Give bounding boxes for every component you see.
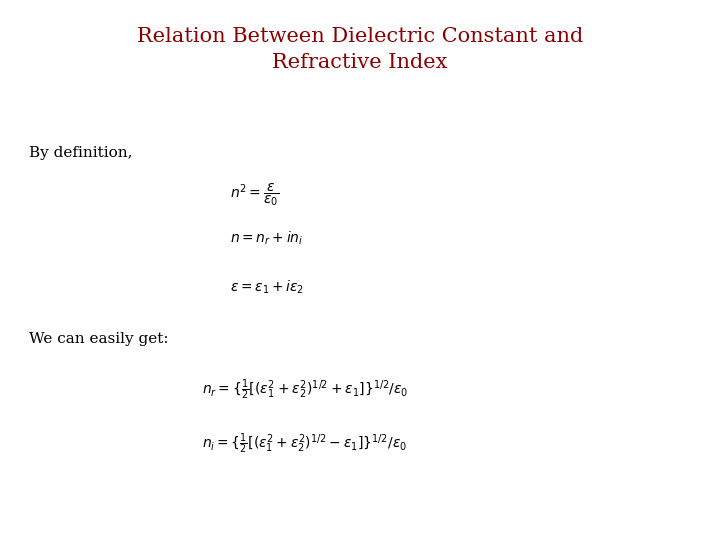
Text: $n = n_r + in_i$: $n = n_r + in_i$ xyxy=(230,230,304,247)
Text: $n_i = \{\frac{1}{2}[(\varepsilon_1^{2} + \varepsilon_2^{2})^{1/2} - \varepsilon: $n_i = \{\frac{1}{2}[(\varepsilon_1^{2} … xyxy=(202,432,407,456)
Text: $n_r = \{\frac{1}{2}[(\varepsilon_1^{2} + \varepsilon_2^{2})^{1/2} + \varepsilon: $n_r = \{\frac{1}{2}[(\varepsilon_1^{2} … xyxy=(202,378,408,402)
Text: $\varepsilon = \varepsilon_1 + i\varepsilon_2$: $\varepsilon = \varepsilon_1 + i\varepsi… xyxy=(230,278,305,295)
Text: By definition,: By definition, xyxy=(29,146,132,160)
Text: Relation Between Dielectric Constant and
Refractive Index: Relation Between Dielectric Constant and… xyxy=(137,27,583,72)
Text: $n^2 = \dfrac{\varepsilon}{\varepsilon_0}$: $n^2 = \dfrac{\varepsilon}{\varepsilon_0… xyxy=(230,181,279,208)
Text: We can easily get:: We can easily get: xyxy=(29,332,168,346)
